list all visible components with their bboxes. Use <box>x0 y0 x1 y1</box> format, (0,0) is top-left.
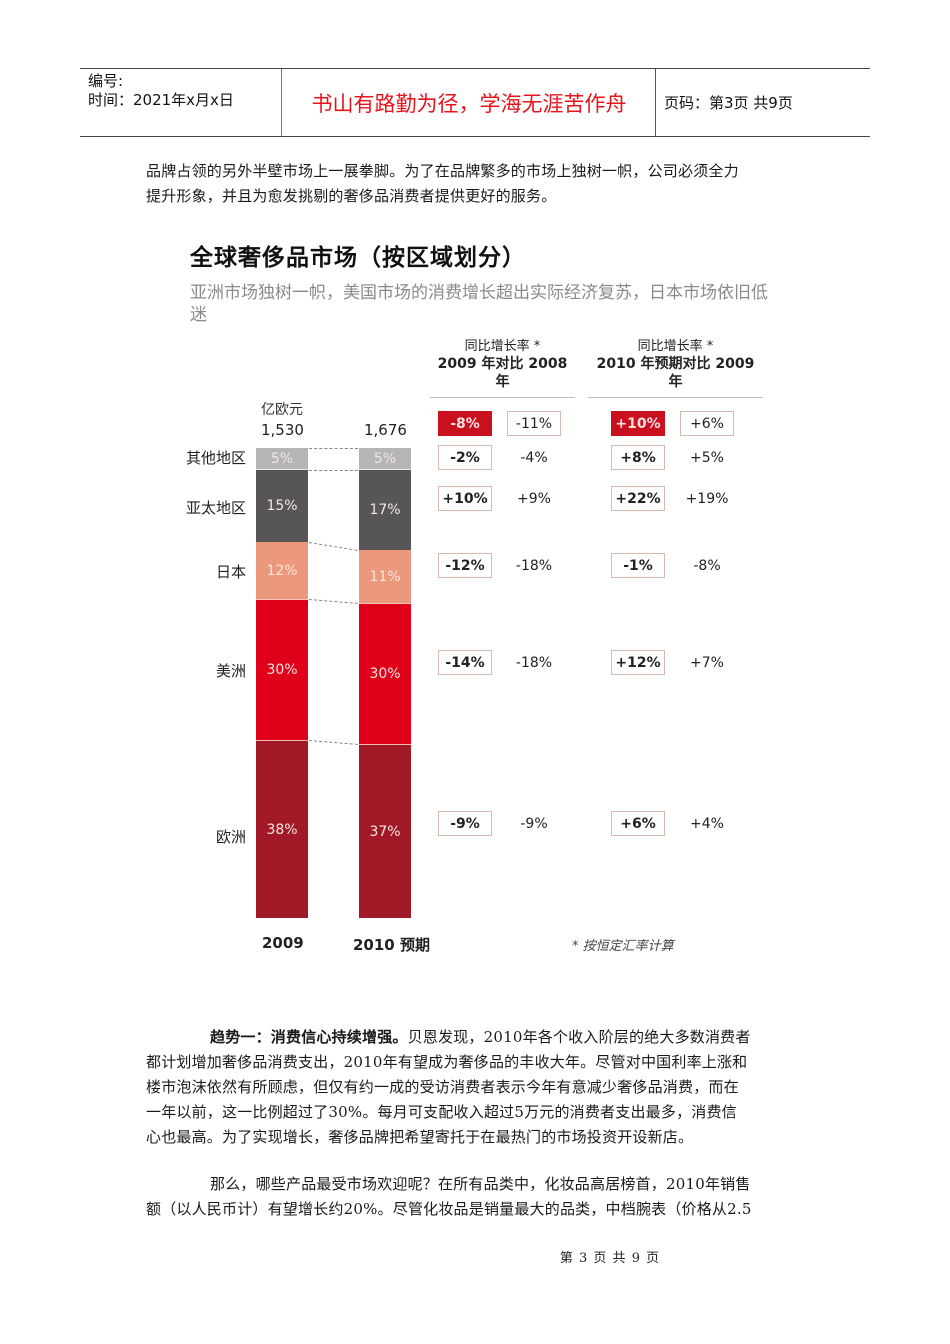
products-line-2: 额（以人民币计）有望增长约20%。尽管化妆品是销量最大的品类，中档腕表（价格从2… <box>146 1200 752 1218</box>
growth-header-2009-line2: 2009 年对比 2008 年 <box>437 356 568 390</box>
growth-2009-other-secondary: -4% <box>520 449 548 466</box>
connector-line <box>309 448 358 449</box>
bar-2010: 5% 17% 11% 30% 37% <box>359 448 411 918</box>
header-motto: 书山有路勤为径，学海无涯苦作舟 <box>283 69 656 136</box>
growth-header-2009: 同比增长率 * 2009 年对比 2008 年 <box>430 338 575 398</box>
growth-2009-total-primary: -8% <box>438 411 492 436</box>
region-label-apac: 亚太地区 <box>185 499 246 517</box>
growth-2009-europe-secondary: -9% <box>520 815 548 832</box>
bar-2010-americas: 30% <box>359 603 411 744</box>
region-label-other: 其他地区 <box>185 449 246 467</box>
trend-lead: 趋势一：消费信心持续增强。 <box>210 1028 408 1046</box>
connector-line <box>309 470 358 471</box>
region-label-americas: 美洲 <box>215 662 246 680</box>
growth-2009-americas-primary: -14% <box>438 650 492 675</box>
header-meta-cell: 编号: 时间：2021年x月x日 <box>80 69 282 136</box>
growth-2010-japan-primary: -1% <box>611 553 665 578</box>
divider <box>430 397 575 398</box>
trend-line-5: 心也最高。为了实现增长，奢侈品牌把希望寄托于在最热门的市场投资开设新店。 <box>146 1128 694 1146</box>
chart-title: 全球奢侈品市场（按区域划分） <box>190 245 526 271</box>
growth-2009-americas-secondary: -18% <box>515 654 553 671</box>
number-label: 编号: <box>88 72 124 90</box>
chart-subtitle: 亚洲市场独树一帜，美国市场的消费增长超出实际经济复苏，日本市场依旧低迷 <box>190 283 768 325</box>
growth-2010-total-primary: +10% <box>611 411 665 436</box>
trend-line-4: 一年以前，这一比例超过了30%。每月可支配收入超过5万元的消费者支出最多，消费信 <box>146 1103 737 1121</box>
products-line-1: 那么，哪些产品最受市场欢迎呢？在所有品类中，化妆品高居榜首，2010年销售 <box>210 1175 751 1193</box>
bar-2010-europe: 37% <box>359 744 411 918</box>
page-header-table: 编号: 时间：2021年x月x日 书山有路勤为径，学海无涯苦作舟 页码：第3页 … <box>80 68 870 137</box>
x-label-2009: 2009 <box>262 934 304 952</box>
connector-line <box>308 599 358 604</box>
growth-2009-japan-secondary: -18% <box>515 557 553 574</box>
bar-2010-other: 5% <box>359 448 411 470</box>
growth-2010-apac-secondary: +19% <box>685 490 729 507</box>
connector-line <box>308 542 358 551</box>
intro-line-1: 品牌占领的另外半壁市场上一展拳脚。为了在品牌繁多的市场上独树一帜，公司必须全力 <box>146 162 739 180</box>
growth-header-2010: 同比增长率 * 2010 年预期对比 2009 年 <box>588 338 763 398</box>
page-footer: 第 3 页 共 9 页 <box>559 1251 661 1266</box>
bar-2009-japan: 12% <box>256 542 308 599</box>
growth-2010-americas-secondary: +7% <box>690 654 724 671</box>
connector-line <box>308 740 358 745</box>
bar-2009: 5% 15% 12% 30% 38% <box>256 448 308 918</box>
unit-label: 亿欧元 <box>261 402 303 418</box>
growth-2010-other-secondary: +5% <box>690 449 724 466</box>
growth-2010-japan-secondary: -8% <box>693 557 721 574</box>
trend-line-3: 楼市泡沫依然有所顾虑，但仅有约一成的受访消费者表示今年有意减少奢侈品消费，而在 <box>146 1078 739 1096</box>
growth-2009-apac-primary: +10% <box>438 486 492 511</box>
growth-2010-europe-secondary: +4% <box>690 815 724 832</box>
growth-header-2009-line1: 同比增长率 * <box>464 339 541 354</box>
header-page-info: 页码：第3页 共9页 <box>664 94 793 112</box>
bar-2009-apac: 15% <box>256 470 308 542</box>
growth-2009-japan-primary: -12% <box>438 553 492 578</box>
growth-2010-total-secondary: +6% <box>680 411 734 436</box>
growth-2009-apac-secondary: +9% <box>517 490 551 507</box>
region-label-europe: 欧洲 <box>215 828 246 846</box>
bar-2009-americas: 30% <box>256 599 308 740</box>
growth-2010-apac-primary: +22% <box>611 486 665 511</box>
x-label-2010: 2010 预期 <box>353 936 430 954</box>
growth-2010-other-primary: +8% <box>611 445 665 470</box>
divider <box>588 397 763 398</box>
bar-2009-other: 5% <box>256 448 308 470</box>
region-label-japan: 日本 <box>215 563 246 581</box>
growth-2010-europe-primary: +6% <box>611 811 665 836</box>
products-paragraph: 那么，哪些产品最受市场欢迎呢？在所有品类中，化妆品高居榜首，2010年销售 额（… <box>146 1172 808 1222</box>
growth-2010-americas-primary: +12% <box>611 650 665 675</box>
intro-line-2: 提升形象，并且为愈发挑剔的奢侈品消费者提供更好的服务。 <box>146 187 557 205</box>
trend-line-2: 都计划增加奢侈品消费支出，2010年有望成为奢侈品的丰收大年。尽管对中国利率上涨… <box>146 1053 748 1071</box>
growth-2009-total-secondary: -11% <box>507 411 561 436</box>
bar-2010-apac: 17% <box>359 470 411 550</box>
trend-line-1: 贝恩发现，2010年各个收入阶层的绝大多数消费者 <box>407 1028 751 1046</box>
time-label: 时间：2021年x月x日 <box>88 91 234 109</box>
growth-2009-other-primary: -2% <box>438 445 492 470</box>
chart-footnote: * 按恒定汇率计算 <box>572 939 674 954</box>
total-2010: 1,676 <box>364 421 407 439</box>
bar-2009-europe: 38% <box>256 740 308 918</box>
growth-header-2010-line2: 2010 年预期对比 2009 年 <box>596 356 755 390</box>
intro-paragraph: 品牌占领的另外半壁市场上一展拳脚。为了在品牌繁多的市场上独树一帜，公司必须全力 … <box>146 159 808 209</box>
growth-2009-europe-primary: -9% <box>438 811 492 836</box>
bar-2010-japan: 11% <box>359 550 411 603</box>
total-2009: 1,530 <box>261 421 304 439</box>
trend-paragraph: 趋势一：消费信心持续增强。贝恩发现，2010年各个收入阶层的绝大多数消费者 都计… <box>146 1025 808 1150</box>
growth-header-2010-line1: 同比增长率 * <box>637 339 714 354</box>
